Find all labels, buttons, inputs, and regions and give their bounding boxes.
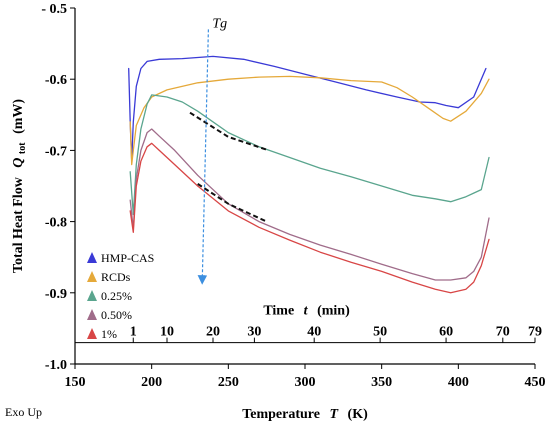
legend-marker — [87, 252, 97, 263]
y-axis-title-subscript: tot — [17, 142, 28, 154]
y-tick-label: -1.0 — [45, 358, 67, 373]
time-tick-label: 40 — [307, 325, 321, 340]
x-axis-title: Temperature T (K) — [242, 407, 368, 422]
x-axis-title-unit: (K) — [348, 407, 369, 422]
y-tick-label: -0.7 — [45, 144, 67, 159]
series-line-0.25% — [129, 94, 490, 216]
series-line-1% — [129, 142, 490, 294]
series-group — [128, 55, 490, 294]
tg-dashed-segment — [189, 111, 268, 151]
time-tick-label: 70 — [496, 325, 510, 340]
legend-marker — [87, 271, 97, 282]
legend-marker — [87, 328, 97, 339]
x-tick-label: 350 — [371, 375, 392, 390]
series-line-HMP-CAS — [128, 55, 487, 162]
legend: HMP-CAS RCDs 0.25% 0.50% 1% — [87, 251, 154, 341]
x-axis-title-symbol: T — [329, 407, 339, 422]
x-tick-label: 250 — [218, 375, 239, 390]
y-axis-title: Total Heat Flow Q tot (mW) — [11, 99, 29, 274]
time-axis-title: Time t (min) — [263, 304, 350, 319]
x-axis-title-text: Temperature — [242, 407, 320, 422]
legend-label: 0.25% — [101, 289, 132, 303]
tg-arrow — [197, 29, 209, 285]
legend-label: 0.50% — [101, 308, 132, 322]
tg-label: Tg — [212, 16, 227, 31]
y-axis-title-symbol: Q — [11, 158, 26, 168]
time-tick-label: 50 — [373, 325, 387, 340]
time-ticks: 1 10 20 30 40 50 60 70 79 — [130, 325, 542, 343]
y-tick-label: -0.6 — [45, 73, 67, 88]
legend-marker — [87, 290, 97, 301]
time-axis-title-unit: (min) — [317, 304, 350, 319]
x-tick-label: 200 — [141, 375, 162, 390]
y-ticks: - 0.5 -0.6 -0.7 -0.8 -0.9 -1.0 — [41, 2, 75, 373]
legend-marker — [87, 309, 97, 320]
x-tick-label: 150 — [65, 375, 86, 390]
y-axis-title-text: Total Heat Flow — [11, 176, 26, 273]
x-tick-label: 450 — [525, 375, 546, 390]
y-tick-label: -0.8 — [45, 216, 67, 231]
legend-label: HMP-CAS — [101, 251, 154, 265]
exo-up-label: Exo Up — [5, 405, 42, 419]
time-tick-label: 1 — [130, 325, 137, 340]
series-line-0.50% — [129, 128, 490, 281]
x-ticks: 150 200 250 300 350 400 450 — [65, 364, 546, 390]
x-tick-label: 300 — [295, 375, 316, 390]
series-line-RCDs — [129, 75, 490, 166]
time-axis-title-text: Time — [263, 304, 294, 319]
time-tick-label: 30 — [247, 325, 261, 340]
time-tick-label: 10 — [160, 325, 174, 340]
tg-dashed-segment — [197, 183, 268, 223]
legend-label: RCDs — [101, 270, 131, 284]
time-tick-label: 20 — [206, 325, 220, 340]
time-axis-title-symbol: t — [304, 304, 309, 319]
y-tick-label: -0.9 — [45, 287, 67, 302]
tg-dashed-segments — [189, 111, 268, 223]
time-tick-label: 79 — [528, 325, 542, 340]
y-tick-label: - 0.5 — [41, 2, 67, 17]
y-axis-title-unit: (mW) — [11, 99, 26, 134]
legend-label: 1% — [101, 327, 117, 341]
time-tick-label: 60 — [439, 325, 453, 340]
x-tick-label: 400 — [448, 375, 469, 390]
